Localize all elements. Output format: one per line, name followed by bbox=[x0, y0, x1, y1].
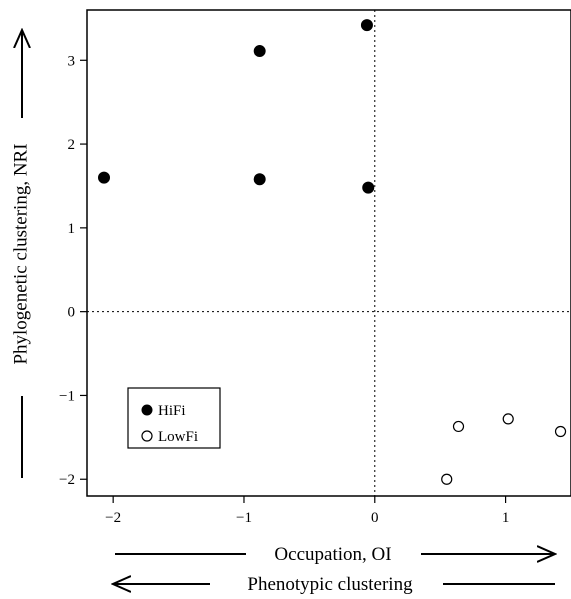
lowfi-data-point bbox=[554, 425, 567, 438]
x-tick-label: 0 bbox=[371, 510, 379, 526]
legend-label-hifi: HiFi bbox=[158, 403, 186, 419]
y-axis: −2 −1 0 1 2 3 bbox=[59, 53, 87, 488]
y-axis-title-group: Phylogenetic clustering, NRI bbox=[10, 30, 31, 478]
hifi-data-point bbox=[253, 45, 266, 58]
data-points bbox=[98, 19, 567, 485]
hifi-data-point bbox=[253, 173, 266, 186]
x-axis-title: Occupation, OI bbox=[274, 544, 391, 565]
x-tick-label: 1 bbox=[502, 510, 510, 526]
y-tick-label: 2 bbox=[68, 137, 76, 153]
lowfi-data-point bbox=[452, 420, 465, 433]
legend-marker-hifi bbox=[141, 404, 153, 416]
y-tick-label: 1 bbox=[68, 221, 76, 237]
y-tick-label: −1 bbox=[59, 388, 75, 404]
x-tick-label: −1 bbox=[236, 510, 252, 526]
legend-marker-lowfi bbox=[141, 430, 153, 442]
legend: HiFi LowFi bbox=[127, 387, 221, 449]
phenotypic-title-group: Phenotypic clustering bbox=[113, 574, 555, 595]
x-axis-title-group: Occupation, OI bbox=[115, 544, 555, 565]
y-axis-title: Phylogenetic clustering, NRI bbox=[10, 143, 31, 364]
x-tick-label: −2 bbox=[105, 510, 121, 526]
legend-label-lowfi: LowFi bbox=[158, 429, 198, 445]
hifi-data-point bbox=[98, 171, 111, 184]
x-axis: −2 −1 0 1 bbox=[105, 496, 509, 526]
lowfi-data-point bbox=[441, 473, 453, 485]
hifi-data-point bbox=[360, 19, 373, 32]
lowfi-data-point bbox=[502, 413, 514, 425]
plot-frame bbox=[86, 9, 571, 497]
hifi-data-point bbox=[362, 181, 375, 194]
y-tick-label: −2 bbox=[59, 472, 75, 488]
y-tick-label: 0 bbox=[68, 305, 76, 321]
y-tick-label: 3 bbox=[68, 53, 76, 69]
x-axis-secondary-title: Phenotypic clustering bbox=[247, 574, 413, 595]
